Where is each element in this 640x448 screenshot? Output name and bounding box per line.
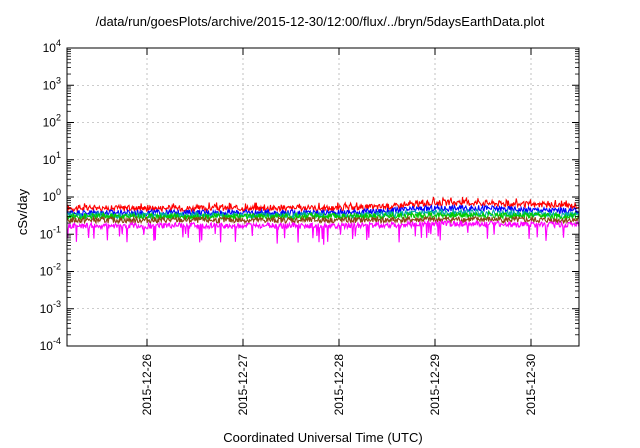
x-tick-label: 2015-12-27: [236, 354, 250, 416]
y-tick-label: 100: [43, 187, 61, 204]
y-tick-label: 104: [43, 38, 61, 55]
y-tick-label: 101: [43, 150, 61, 167]
series-line: [66, 196, 580, 214]
y-tick-label: 10-3: [40, 299, 61, 316]
x-tick-label: 2015-12-26: [140, 354, 154, 416]
grid-lines: [67, 47, 579, 347]
x-axis-ticks: 2015-12-26 2015-12-27 2015-12-28 2015-12-29…: [140, 48, 538, 415]
y-axis-label: cSv/day: [15, 188, 30, 235]
x-axis-label: Coordinated Universal Time (UTC): [223, 430, 422, 445]
y-axis-ticks: 10-4 10-3 10-2 10-1 100 101 102 103 104: [40, 38, 579, 353]
x-tick-label: 2015-12-28: [332, 354, 346, 416]
series-group: [66, 196, 580, 245]
x-tick-label: 2015-12-29: [428, 354, 442, 416]
y-tick-label: 10-4: [40, 336, 61, 353]
x-tick-label: 2015-12-30: [524, 354, 538, 416]
chart-title: /data/run/goesPlots/archive/2015-12-30/1…: [95, 14, 545, 29]
series-line: [66, 219, 580, 245]
y-tick-label: 10-2: [40, 262, 61, 279]
y-tick-label: 10-1: [40, 224, 61, 241]
y-tick-label: 102: [43, 113, 61, 130]
series-line: [66, 214, 580, 226]
y-tick-label: 103: [43, 75, 61, 92]
